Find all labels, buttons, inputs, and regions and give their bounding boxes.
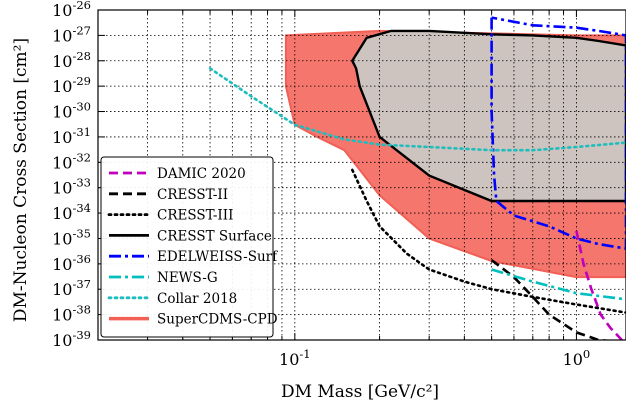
legend-entry-supercdms-cpd: SuperCDMS-CPD [157,312,278,328]
y-tick-label: 10-29 [52,74,91,96]
damic-2020-line [575,230,623,340]
y-tick-label: 10-39 [52,328,91,350]
y-tick-label: 10-31 [52,125,91,147]
legend-entry-damic-2020: DAMIC 2020 [157,166,246,182]
legend-entry-cresst-surface: CRESST Surface [157,228,272,244]
y-tick-label: 10-35 [52,226,91,248]
legend-entry-cresst-iii: CRESST-III [157,208,233,224]
legend-entry-collar-2018: Collar 2018 [157,291,237,307]
y-tick-label: 10-37 [52,277,91,299]
y-tick-label: 10-34 [52,201,91,223]
x-tick-label: 10-1 [279,347,311,369]
edelweiss-surf-line [490,16,626,250]
plot-frame [97,9,626,341]
cresst-iii-line [351,168,626,314]
x-tick-label: 100 [563,347,591,369]
y-tick-label: 10-36 [52,252,91,274]
y-axis-label: DM-Nucleon Cross Section [cm²] [11,38,31,322]
legend-box [100,156,274,338]
y-tick-label: 10-30 [52,100,91,122]
legend-entry-cresst-ii: CRESST-II [157,187,228,203]
y-tick-label: 10-32 [52,150,91,172]
y-tick-label: 10-38 [52,303,91,325]
y-tick-label: 10-33 [52,176,91,198]
legend: DAMIC 2020 CRESST-II CRESST-III CRESST Surf… [100,156,278,338]
legend-entry-edelweiss-surf: EDELWEISS-Surf [157,249,278,265]
legend-entry-news-g: NEWS-G [157,270,218,286]
y-tick-label: 10-27 [52,23,91,45]
x-axis-label: DM Mass [GeV/c²] [281,382,439,402]
y-tick-label: 10-28 [52,49,91,71]
y-tick-label: 10-26 [52,0,91,20]
